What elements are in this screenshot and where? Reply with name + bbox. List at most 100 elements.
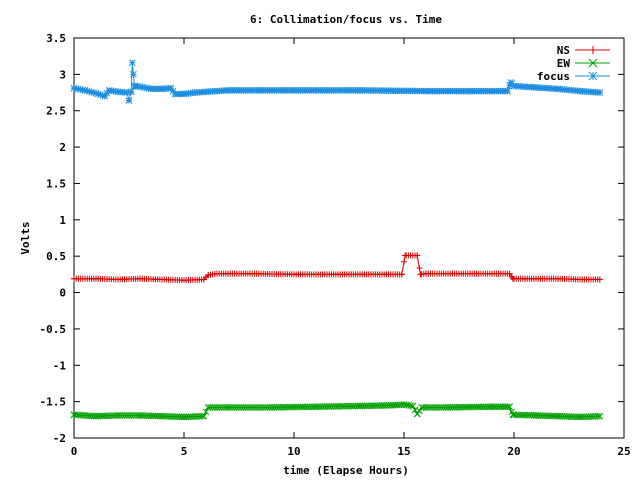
plot-frame xyxy=(73,37,625,439)
data-point xyxy=(224,404,232,411)
data-point xyxy=(504,403,511,411)
x-axis: 0 5 10 15 20 25 xyxy=(71,38,631,458)
data-point xyxy=(335,271,341,278)
data-point xyxy=(158,412,166,420)
x-tick-label: 5 xyxy=(181,445,188,458)
y-tick-label: 2.5 xyxy=(46,105,66,118)
chart-title: 6: Collimation/focus vs. Time xyxy=(250,13,442,26)
data-point xyxy=(594,412,601,420)
data-point xyxy=(167,84,175,92)
data-point xyxy=(422,87,430,95)
data-point xyxy=(200,276,207,283)
data-point xyxy=(128,59,136,67)
series-ew xyxy=(70,401,604,421)
data-point xyxy=(202,88,210,96)
data-point xyxy=(444,404,452,411)
data-point xyxy=(554,85,562,93)
x-axis-label: time (Elapse Hours) xyxy=(283,464,409,477)
data-point xyxy=(312,403,320,411)
data-point xyxy=(389,401,397,409)
y-tick-label: 3.5 xyxy=(46,32,66,45)
data-point xyxy=(398,271,405,278)
data-point xyxy=(504,87,511,95)
data-point xyxy=(180,90,188,98)
y-tick-label: 2 xyxy=(59,141,66,154)
data-point xyxy=(577,276,583,283)
series-ns xyxy=(71,252,603,284)
data-point xyxy=(589,46,597,54)
data-point xyxy=(204,404,212,411)
y-axis-label: Volts xyxy=(19,221,32,254)
data-point xyxy=(402,252,409,259)
data-point xyxy=(416,407,423,415)
data-point xyxy=(181,277,187,284)
data-point xyxy=(137,275,143,282)
data-point xyxy=(576,87,584,95)
y-tick-label: 3 xyxy=(59,68,66,81)
data-point xyxy=(379,271,385,278)
data-point xyxy=(409,402,417,410)
data-point xyxy=(191,89,199,96)
data-point xyxy=(467,270,473,277)
data-point xyxy=(268,404,276,411)
data-point xyxy=(105,87,113,94)
data-point xyxy=(115,276,121,283)
data-point xyxy=(423,270,429,277)
legend-label: NS xyxy=(557,44,570,57)
data-point xyxy=(532,412,540,419)
x-tick-label: 15 xyxy=(397,445,410,458)
y-tick-label: 1 xyxy=(59,214,66,227)
y-tick-label: 1.5 xyxy=(46,177,66,190)
data-point xyxy=(180,413,188,421)
data-point xyxy=(596,412,604,420)
legend-label: EW xyxy=(557,57,571,70)
data-point xyxy=(588,58,598,68)
data-point xyxy=(596,89,604,96)
y-tick-label: 0 xyxy=(59,287,66,300)
y-tick-label: -1.5 xyxy=(40,396,67,409)
data-point xyxy=(205,272,212,279)
series-focus xyxy=(70,59,604,104)
series-layer xyxy=(70,59,604,421)
data-point xyxy=(532,84,540,91)
data-point xyxy=(147,85,155,93)
data-point xyxy=(488,403,496,411)
data-point xyxy=(416,265,423,272)
data-point xyxy=(136,83,144,91)
y-tick-label: -0.5 xyxy=(40,323,67,336)
data-point xyxy=(400,401,408,408)
data-point xyxy=(510,82,518,90)
data-point xyxy=(70,84,78,92)
data-point xyxy=(466,87,474,95)
data-point xyxy=(588,71,598,81)
data-point xyxy=(92,412,100,420)
x-tick-label: 20 xyxy=(507,445,520,458)
data-point xyxy=(417,271,424,278)
data-point xyxy=(509,411,517,419)
data-point xyxy=(158,85,166,93)
data-point xyxy=(224,87,232,94)
data-point xyxy=(70,411,78,419)
data-point xyxy=(290,87,298,94)
data-point xyxy=(413,410,421,418)
data-point xyxy=(171,90,179,98)
data-point xyxy=(200,412,208,420)
data-point xyxy=(576,413,584,421)
data-point xyxy=(356,402,364,410)
data-point xyxy=(127,88,135,96)
data-point xyxy=(247,270,253,277)
data-point xyxy=(92,89,100,97)
data-point xyxy=(130,71,137,78)
data-point xyxy=(159,276,165,283)
x-tick-label: 0 xyxy=(71,445,78,458)
data-point xyxy=(101,92,109,100)
data-point xyxy=(509,275,516,282)
x-tick-label: 25 xyxy=(617,445,630,458)
data-point xyxy=(114,412,122,419)
data-point xyxy=(555,275,561,282)
data-point xyxy=(356,87,364,94)
data-point xyxy=(214,270,220,277)
data-point xyxy=(506,403,513,411)
y-axis: -2 -1.5 -1 -0.5 0 0.5 1 1.5 2 2.5 3 3.5 xyxy=(40,32,624,445)
